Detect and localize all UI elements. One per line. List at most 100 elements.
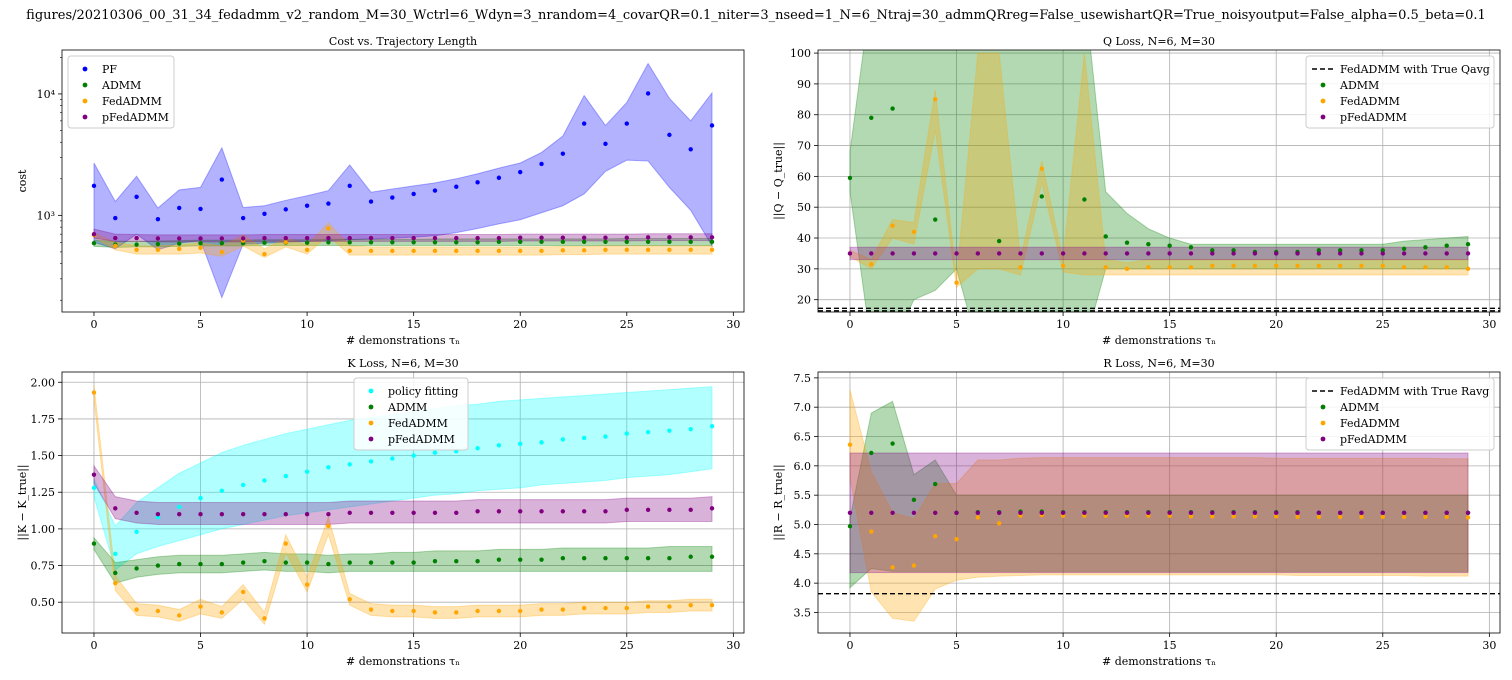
point bbox=[134, 194, 139, 200]
point bbox=[113, 551, 118, 557]
y-tick-label: 100 bbox=[790, 47, 811, 60]
point bbox=[645, 429, 651, 435]
point bbox=[890, 223, 895, 228]
point bbox=[996, 251, 1002, 256]
x-tick-label: 10 bbox=[300, 639, 314, 652]
point bbox=[954, 251, 959, 256]
point bbox=[411, 240, 416, 245]
band-1 bbox=[849, 389, 1469, 622]
point bbox=[496, 608, 502, 614]
point bbox=[475, 608, 480, 614]
subplot-title: Cost vs. Trajectory Length bbox=[329, 35, 477, 48]
point bbox=[709, 239, 715, 245]
point bbox=[1252, 510, 1258, 515]
y-tick-label: 10⁴ bbox=[37, 88, 56, 101]
x-tick-label: 15 bbox=[1163, 318, 1177, 331]
point bbox=[283, 560, 288, 565]
point bbox=[624, 247, 629, 253]
point bbox=[1444, 514, 1449, 520]
point bbox=[518, 169, 523, 175]
point bbox=[219, 488, 225, 493]
point bbox=[1380, 248, 1385, 253]
point bbox=[1039, 251, 1044, 256]
legend-label: ADMM bbox=[1339, 79, 1379, 92]
point bbox=[709, 554, 715, 559]
point bbox=[347, 597, 352, 602]
point bbox=[390, 240, 395, 245]
point bbox=[688, 235, 693, 240]
y-tick-label: 5.5 bbox=[794, 489, 812, 502]
point bbox=[411, 453, 416, 458]
legend-dot-marker bbox=[368, 388, 374, 394]
point bbox=[219, 561, 225, 567]
point bbox=[1210, 510, 1215, 515]
point bbox=[1210, 263, 1215, 268]
point bbox=[1274, 510, 1279, 515]
point bbox=[475, 235, 480, 241]
x-tick-label: 30 bbox=[1482, 639, 1496, 652]
point bbox=[91, 183, 97, 189]
x-tick-label: 30 bbox=[726, 639, 740, 652]
point bbox=[240, 512, 246, 517]
point bbox=[1359, 263, 1364, 268]
point bbox=[1444, 510, 1449, 515]
point bbox=[155, 563, 161, 568]
point bbox=[709, 602, 715, 608]
y-tick-label: 10³ bbox=[37, 209, 55, 222]
point bbox=[539, 440, 544, 445]
point bbox=[539, 557, 544, 562]
point bbox=[198, 561, 203, 567]
point bbox=[1124, 510, 1130, 515]
y-tick-label: 3.5 bbox=[794, 606, 812, 619]
point bbox=[1359, 248, 1364, 253]
point bbox=[1252, 514, 1258, 519]
axes-frame bbox=[817, 49, 1501, 313]
point bbox=[624, 121, 629, 126]
point bbox=[645, 247, 651, 253]
x-tick-label: 30 bbox=[1482, 318, 1496, 331]
point bbox=[539, 509, 544, 514]
point bbox=[496, 239, 502, 245]
point bbox=[1018, 251, 1023, 256]
point bbox=[304, 582, 310, 587]
point bbox=[1359, 514, 1364, 520]
point bbox=[560, 607, 566, 612]
point bbox=[177, 561, 182, 567]
point bbox=[347, 510, 352, 515]
point bbox=[560, 151, 566, 156]
point bbox=[432, 188, 438, 193]
y-tick-label: 2.00 bbox=[31, 376, 56, 389]
subplot-title: R Loss, N=6, M=30 bbox=[1103, 357, 1214, 370]
legend-dot-marker bbox=[368, 404, 374, 410]
point bbox=[304, 469, 310, 474]
point bbox=[283, 512, 288, 517]
point bbox=[667, 247, 672, 253]
point bbox=[581, 239, 587, 245]
point bbox=[603, 605, 608, 611]
x-tick-label: 0 bbox=[846, 639, 853, 652]
point bbox=[1252, 263, 1258, 268]
point bbox=[432, 510, 438, 515]
x-tick-label: 10 bbox=[1056, 318, 1070, 331]
point bbox=[91, 240, 97, 246]
point bbox=[155, 512, 161, 517]
point bbox=[390, 235, 395, 241]
band-2 bbox=[93, 221, 713, 259]
point bbox=[326, 240, 331, 245]
point bbox=[1146, 510, 1151, 515]
point bbox=[347, 462, 352, 467]
point bbox=[624, 605, 629, 611]
y-tick-label: 30 bbox=[797, 263, 811, 276]
point bbox=[304, 512, 310, 517]
point bbox=[390, 510, 395, 515]
legend-label: ADMM bbox=[1339, 401, 1379, 414]
legend-label: FedADMM bbox=[1340, 95, 1400, 108]
point bbox=[645, 556, 651, 561]
point bbox=[518, 235, 523, 240]
point bbox=[1274, 263, 1279, 268]
y-tick-label: 6.0 bbox=[794, 460, 812, 473]
point bbox=[91, 231, 97, 237]
point bbox=[411, 248, 416, 254]
point bbox=[603, 434, 608, 439]
point bbox=[1018, 265, 1023, 270]
